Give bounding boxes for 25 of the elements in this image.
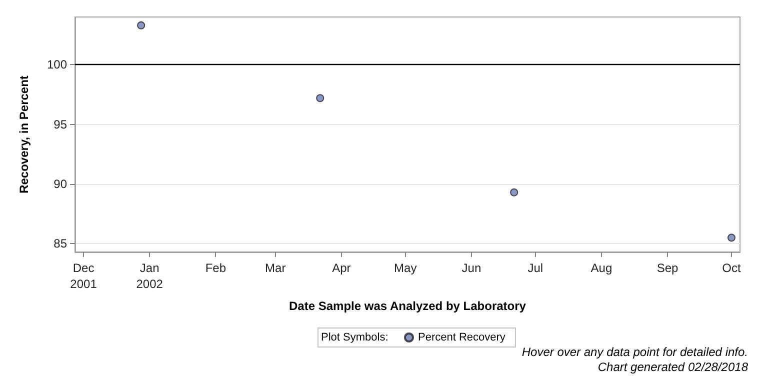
legend-label: Percent Recovery: [418, 332, 506, 344]
x-tick-label: Dec 2001: [70, 261, 98, 291]
x-tick-label: Aug: [590, 261, 612, 275]
point: [316, 94, 324, 102]
x-tick-label: Jan 2002: [136, 261, 164, 291]
text: Chart generated 02/28/2018: [598, 360, 748, 374]
x-tick-label: Feb: [205, 261, 226, 275]
x-tick-label: Jul: [528, 261, 544, 275]
legend-title: Plot Symbols:: [321, 332, 388, 344]
x-tick-label: Apr: [332, 261, 351, 275]
y-tick-label: 85: [54, 236, 68, 251]
x-axis-title: Date Sample was Analyzed by Laboratory: [289, 299, 526, 313]
y-tick-label: 95: [54, 117, 68, 132]
y-axis-title: Recovery, in Percent: [17, 76, 31, 194]
x-tick-label: Oct: [722, 261, 742, 275]
text: Hover over any data point for detailed info.: [522, 345, 748, 359]
x-tick-label: Sep: [656, 261, 679, 275]
point: [727, 234, 736, 242]
y-tick-label: 100: [46, 58, 68, 72]
point: [137, 21, 146, 30]
y-tick-label: 90: [54, 177, 68, 192]
x-tick-label: Jun: [462, 261, 482, 275]
point: [510, 188, 518, 196]
x-tick-label: May: [394, 261, 417, 275]
x-tick-label: Mar: [265, 261, 286, 275]
